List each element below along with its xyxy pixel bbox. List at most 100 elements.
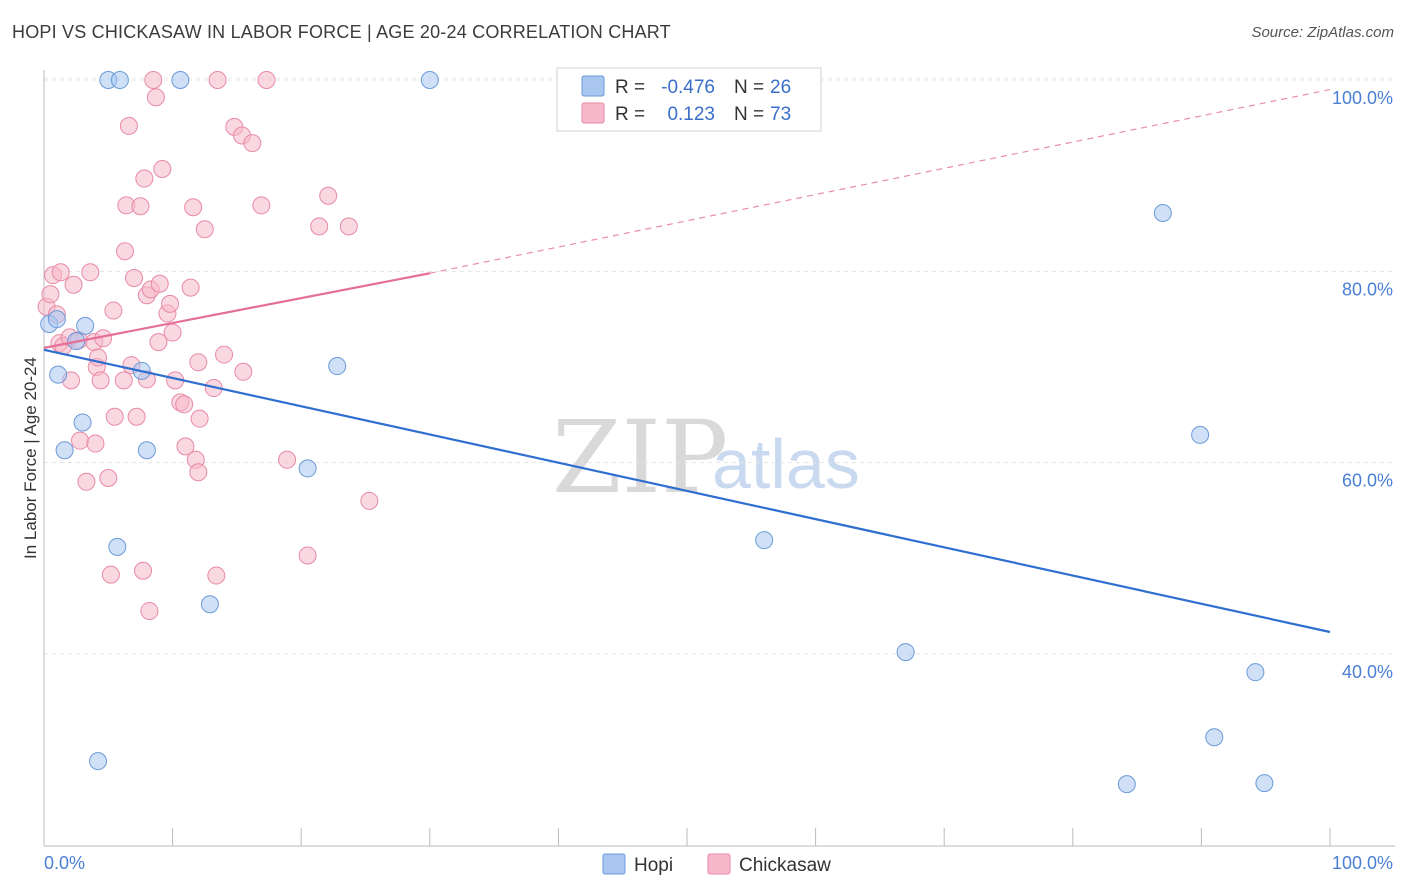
y-tick-labels: 100.0% 80.0% 60.0% 40.0% bbox=[1332, 88, 1393, 682]
chickasaw-point bbox=[360, 491, 379, 510]
legend-r-label-hopi: R = bbox=[615, 77, 645, 98]
chickasaw-point bbox=[77, 472, 96, 491]
hopi-point bbox=[896, 643, 915, 662]
legend-n-value-hopi: 26 bbox=[770, 77, 791, 98]
y-tick-label: 100.0% bbox=[1332, 88, 1393, 108]
chickasaw-point bbox=[105, 407, 124, 426]
hopi-point bbox=[110, 71, 129, 89]
chickasaw-point bbox=[319, 186, 338, 205]
chickasaw-point bbox=[81, 263, 100, 282]
hopi-point bbox=[1255, 774, 1274, 793]
hopi-point bbox=[200, 595, 219, 614]
hopi-point bbox=[420, 71, 439, 89]
chickasaw-point bbox=[163, 323, 182, 342]
chickasaw-point bbox=[104, 301, 123, 320]
legend-swatch-hopi bbox=[581, 75, 605, 97]
hopi-trend-line bbox=[43, 348, 1331, 634]
chickasaw-point bbox=[91, 371, 110, 390]
legend-n-value-chickasaw: 73 bbox=[770, 104, 791, 125]
hopi-point bbox=[137, 441, 156, 460]
hopi-point bbox=[1205, 728, 1224, 747]
chickasaw-point bbox=[339, 217, 358, 236]
chickasaw-point bbox=[257, 71, 276, 89]
hopi-point bbox=[1153, 203, 1172, 222]
bottom-legend-label-hopi: Hopi bbox=[634, 855, 673, 876]
hopi-points bbox=[40, 71, 1274, 794]
chickasaw-point bbox=[189, 463, 208, 482]
chickasaw-point bbox=[86, 434, 105, 453]
legend-r-label-chickasaw: R = bbox=[615, 104, 645, 125]
legend-n-label-hopi: N = bbox=[734, 77, 764, 98]
chickasaw-points bbox=[37, 71, 379, 620]
chickasaw-point bbox=[99, 468, 118, 487]
bottom-legend-swatch-hopi bbox=[602, 853, 626, 875]
chickasaw-point bbox=[195, 220, 214, 239]
watermark-zip: ZIP bbox=[552, 399, 728, 516]
chickasaw-point bbox=[161, 294, 180, 313]
hopi-point bbox=[47, 310, 66, 329]
stats-legend: R = -0.476 N = 26 R = 0.123 N = 73 bbox=[556, 67, 822, 132]
bottom-legend-swatch-chickasaw bbox=[707, 853, 731, 875]
hopi-point bbox=[73, 413, 92, 432]
chickasaw-point bbox=[181, 278, 200, 297]
y-tick-label: 60.0% bbox=[1342, 471, 1393, 491]
chickasaw-point bbox=[149, 333, 168, 352]
hopi-point bbox=[328, 357, 347, 376]
chickasaw-point bbox=[252, 196, 271, 215]
x-tick-label-min: 0.0% bbox=[44, 853, 85, 873]
legend-r-value-chickasaw: 0.123 bbox=[667, 104, 715, 125]
chickasaw-point bbox=[153, 159, 172, 178]
x-tick-label-max: 100.0% bbox=[1332, 853, 1393, 873]
chickasaw-point bbox=[278, 450, 297, 469]
chickasaw-point bbox=[127, 407, 146, 426]
chickasaw-point bbox=[184, 198, 203, 217]
chickasaw-point bbox=[125, 269, 144, 288]
chickasaw-point bbox=[41, 285, 60, 304]
chickasaw-point bbox=[176, 437, 195, 456]
chickasaw-point bbox=[131, 197, 150, 216]
y-tick-label: 40.0% bbox=[1342, 662, 1393, 682]
chickasaw-point bbox=[190, 409, 209, 428]
hopi-point bbox=[76, 316, 95, 335]
legend-n-label-chickasaw: N = bbox=[734, 104, 764, 125]
hopi-point bbox=[89, 752, 108, 771]
chickasaw-point bbox=[208, 71, 227, 89]
trend-lines bbox=[43, 88, 1331, 634]
chickasaw-point bbox=[114, 371, 133, 390]
hopi-point bbox=[1191, 425, 1210, 444]
watermark-atlas: atlas bbox=[712, 425, 860, 503]
chickasaw-point bbox=[243, 134, 262, 153]
chickasaw-point bbox=[207, 566, 226, 585]
hopi-point bbox=[108, 537, 127, 556]
chickasaw-point bbox=[64, 275, 83, 294]
chickasaw-point bbox=[71, 431, 90, 450]
chickasaw-trend-line bbox=[43, 272, 431, 349]
x-ticks bbox=[43, 828, 1331, 846]
legend-swatch-chickasaw bbox=[581, 102, 605, 124]
hopi-point bbox=[298, 459, 317, 478]
chickasaw-point bbox=[175, 395, 194, 414]
hopi-point bbox=[1117, 775, 1136, 794]
hopi-point bbox=[171, 71, 190, 89]
hopi-point bbox=[55, 441, 74, 460]
chickasaw-point bbox=[51, 263, 70, 282]
legend-r-value-hopi: -0.476 bbox=[661, 77, 715, 98]
chickasaw-point bbox=[215, 345, 234, 364]
chickasaw-point bbox=[189, 353, 208, 372]
bottom-legend-label-chickasaw: Chickasaw bbox=[739, 855, 831, 876]
chickasaw-point bbox=[101, 565, 120, 584]
chickasaw-point bbox=[135, 169, 154, 188]
chickasaw-point bbox=[234, 362, 253, 381]
chickasaw-point bbox=[134, 561, 153, 580]
hopi-point bbox=[755, 531, 774, 550]
y-axis-label: In Labor Force | Age 20-24 bbox=[21, 357, 40, 559]
source-credit: Source: ZipAtlas.com bbox=[1251, 24, 1394, 41]
axes bbox=[43, 70, 1395, 847]
series-legend: Hopi Chickasaw bbox=[602, 853, 831, 876]
hopi-point bbox=[1246, 663, 1265, 682]
chickasaw-point bbox=[119, 116, 138, 135]
chickasaw-point bbox=[146, 88, 165, 107]
chickasaw-point bbox=[150, 274, 169, 293]
chickasaw-point bbox=[298, 546, 317, 565]
